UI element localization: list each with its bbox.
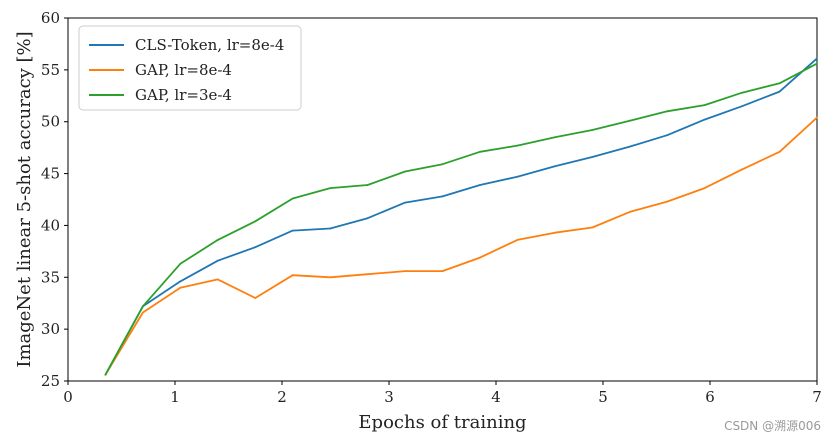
data-point: [591, 129, 594, 131]
data-point: [366, 217, 369, 220]
x-tick-label: 7: [812, 388, 822, 406]
y-tick-label: 25: [41, 372, 60, 390]
data-point: [291, 197, 294, 200]
x-tick-label: 5: [598, 388, 608, 406]
data-point: [179, 262, 182, 265]
data-point: [329, 187, 332, 189]
data-point: [291, 229, 294, 232]
data-point: [666, 110, 669, 113]
data-point: [291, 274, 294, 277]
data-point: [441, 163, 444, 166]
legend-box: [78, 25, 302, 111]
y-tick-label: 50: [41, 113, 60, 131]
y-tick-label: 60: [41, 9, 60, 27]
data-point: [591, 156, 594, 158]
legend-label: GAP, lr=3e-4: [135, 86, 232, 104]
data-point: [216, 259, 219, 262]
data-point: [179, 280, 182, 283]
data-point: [628, 211, 631, 213]
series-line-2: [104, 116, 818, 376]
data-point: [666, 134, 669, 137]
data-point: [329, 276, 332, 279]
data-point: [741, 105, 743, 108]
series-line-1: [104, 57, 818, 376]
data-point: [479, 256, 481, 259]
data-point: [516, 175, 519, 178]
data-point: [404, 201, 406, 204]
data-point: [366, 184, 369, 186]
data-point: [254, 220, 257, 223]
data-point: [778, 90, 781, 93]
data-point: [366, 273, 369, 276]
data-point: [479, 184, 481, 186]
x-tick-label: 1: [170, 388, 180, 406]
data-point: [553, 136, 556, 139]
data-point: [816, 62, 818, 65]
series-lines: [104, 57, 818, 376]
data-point: [104, 373, 107, 376]
data-point: [628, 145, 631, 148]
data-point: [179, 286, 182, 289]
legend-label: GAP, lr=8e-4: [135, 61, 232, 79]
data-point: [778, 82, 781, 85]
data-point: [479, 150, 481, 153]
data-point: [553, 231, 556, 234]
data-point: [216, 239, 219, 241]
data-point: [666, 200, 669, 203]
data-point: [778, 150, 781, 153]
x-tick-label: 6: [705, 388, 715, 406]
data-point: [703, 187, 706, 189]
legend: CLS-Token, lr=8e-4 GAP, lr=8e-4 GAP, lr=3e…: [78, 25, 302, 111]
y-tick-label: 55: [41, 61, 60, 79]
data-point: [816, 116, 818, 119]
data-point: [516, 144, 519, 147]
legend-label: CLS-Token, lr=8e-4: [135, 36, 284, 54]
data-point: [216, 278, 219, 281]
data-point: [254, 297, 257, 299]
y-tick-label: 40: [41, 216, 60, 234]
series-line-3: [104, 62, 818, 376]
data-point: [254, 246, 257, 249]
data-point: [441, 270, 444, 272]
data-point: [628, 119, 631, 122]
data-point: [329, 227, 332, 230]
y-axis-label: ImageNet linear 5-shot accuracy [%]: [14, 31, 35, 367]
data-point: [404, 270, 406, 272]
data-point: [142, 305, 144, 308]
data-point: [816, 57, 818, 60]
y-tick-label: 35: [41, 268, 60, 286]
data-point: [142, 311, 144, 314]
data-point: [703, 104, 706, 107]
data-point: [741, 168, 743, 171]
x-tick-label: 0: [63, 388, 73, 406]
data-point: [553, 165, 556, 168]
plot-frame: [67, 17, 818, 382]
y-axis-ticks: 25 30 35 40 45 50 55 60: [41, 9, 68, 390]
x-tick-label: 3: [384, 388, 394, 406]
x-axis-label: Epochs of training: [358, 412, 526, 433]
data-point: [404, 170, 406, 173]
data-point: [703, 118, 706, 121]
x-tick-label: 2: [277, 388, 287, 406]
x-axis-ticks: 0 1 2 3 4 5 6 7: [63, 381, 822, 406]
data-point: [441, 195, 444, 198]
watermark-text: CSDN @溯源006: [724, 419, 821, 433]
data-point: [591, 226, 594, 229]
y-tick-label: 45: [41, 165, 60, 183]
x-tick-label: 4: [491, 388, 501, 406]
data-point: [516, 239, 519, 241]
data-point: [741, 91, 743, 94]
y-tick-label: 30: [41, 320, 60, 338]
